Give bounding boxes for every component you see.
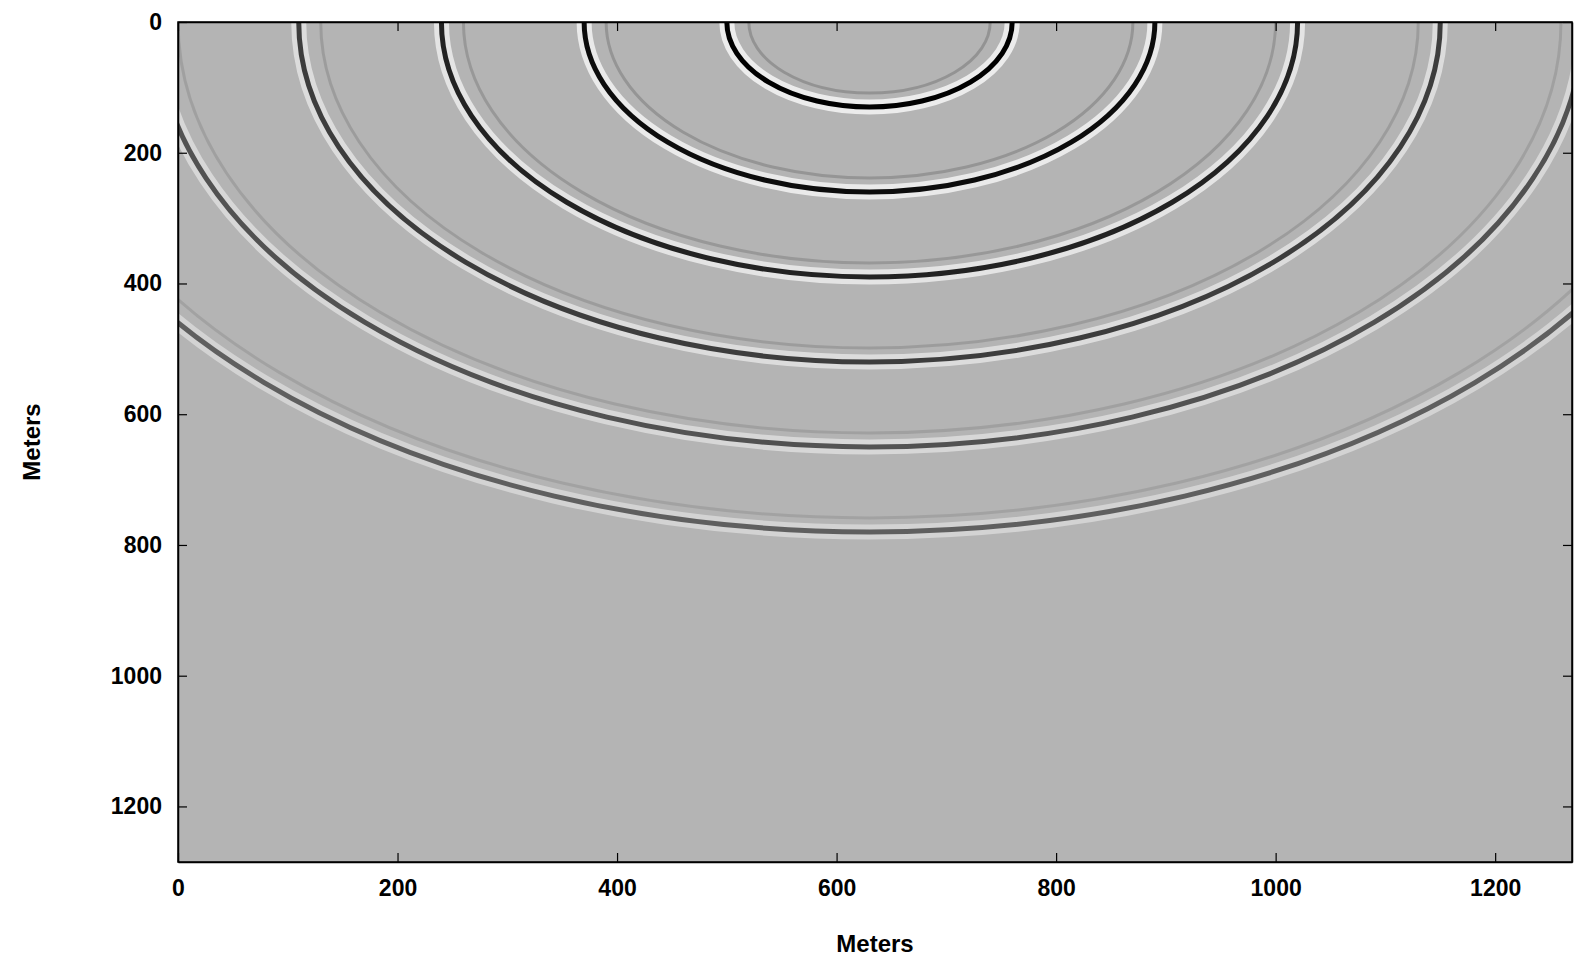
tick-label: 200 — [379, 875, 417, 901]
y-axis-title: Meters — [18, 403, 45, 480]
tick — [1495, 22, 1496, 31]
tick-mark — [1495, 853, 1496, 862]
wavefront — [299, 22, 1441, 362]
tick-label: 800 — [124, 532, 162, 558]
tick-mark — [397, 22, 398, 31]
y-axis: 0 200 400 600 800 1000 1200 — [111, 9, 187, 863]
wavefront-halo — [299, 22, 1441, 362]
wavefront-halo — [178, 22, 1572, 532]
tick-mark — [397, 853, 398, 862]
tick — [837, 22, 838, 31]
tick-mark — [617, 853, 618, 862]
tick-label: 600 — [124, 401, 162, 427]
tick: 200 — [124, 140, 187, 166]
tick: 1200 — [111, 793, 187, 819]
tick: 400 — [598, 853, 636, 901]
tick-mark — [178, 545, 187, 546]
tick-mark — [178, 153, 187, 154]
tick-label: 200 — [124, 140, 162, 166]
tick-mark — [178, 283, 187, 284]
tick: 1200 — [1470, 853, 1521, 901]
tick — [1563, 283, 1572, 284]
tick-mark — [1563, 283, 1572, 284]
wavefront — [727, 22, 1012, 107]
tick-mark — [1276, 22, 1277, 31]
tick-mark — [1563, 414, 1572, 415]
tick — [1563, 153, 1572, 154]
tick: 600 — [818, 853, 856, 901]
x-axis-top — [179, 22, 1573, 31]
tick-label: 800 — [1037, 875, 1075, 901]
tick-label: 600 — [818, 875, 856, 901]
tick — [398, 22, 399, 31]
tick-mark — [178, 806, 187, 807]
wavefront-halo — [584, 22, 1155, 192]
tick-mark — [1276, 853, 1277, 862]
tick: 600 — [124, 401, 187, 427]
chart: 0 200 400 600 800 1000 1200 0 200 400 600 800 1000 12… — [0, 0, 1587, 960]
tick — [1563, 414, 1572, 415]
tick: 1000 — [1251, 853, 1302, 901]
wavefront — [178, 22, 1572, 532]
wavefront-halo — [441, 22, 1297, 277]
tick: 400 — [124, 270, 187, 296]
wavefront-ripple — [178, 22, 1561, 433]
tick — [1563, 22, 1572, 23]
tick: 200 — [379, 853, 417, 901]
tick-mark — [1563, 676, 1572, 677]
wavefronts — [178, 22, 1572, 532]
tick-mark — [1495, 22, 1496, 31]
wavefront-ripple — [321, 22, 1419, 348]
tick: 0 — [149, 9, 187, 35]
tick-mark — [1563, 545, 1572, 546]
x-axis: 0 200 400 600 800 1000 1200 — [172, 853, 1572, 901]
tick-mark — [1056, 853, 1057, 862]
tick-mark — [178, 22, 187, 23]
wavefront — [178, 22, 1572, 447]
axis-line — [1572, 23, 1574, 863]
tick-label: 1200 — [111, 793, 162, 819]
tick-mark — [836, 853, 837, 862]
tick-label: 1000 — [1251, 875, 1302, 901]
tick-mark — [836, 22, 837, 31]
wavefront-halo — [178, 22, 1572, 447]
tick-mark — [1563, 22, 1572, 23]
tick-mark — [1056, 22, 1057, 31]
tick-mark — [178, 676, 187, 677]
axis-line — [178, 23, 180, 863]
tick — [617, 22, 618, 31]
tick-mark — [1563, 153, 1572, 154]
tick — [1563, 676, 1572, 677]
tick-mark — [178, 414, 187, 415]
plot-frame — [178, 22, 1572, 862]
tick-label: 400 — [124, 270, 162, 296]
tick: 800 — [124, 532, 187, 558]
tick: 800 — [1037, 853, 1075, 901]
tick-label: 1000 — [111, 663, 162, 689]
wavefront-ripple — [463, 22, 1275, 263]
tick — [1056, 22, 1057, 31]
tick — [1563, 806, 1572, 807]
wavefront-halo — [727, 22, 1012, 107]
tick-mark — [1563, 806, 1572, 807]
axis-line — [179, 22, 1573, 24]
tick-label: 1200 — [1470, 875, 1521, 901]
wavefront — [441, 22, 1297, 277]
tick-mark — [617, 22, 618, 31]
wavefront — [584, 22, 1155, 192]
tick-label: 0 — [172, 875, 185, 901]
y-axis-right — [1563, 23, 1573, 863]
x-axis-title: Meters — [836, 930, 913, 957]
plot: 0 200 400 600 800 1000 1200 0 200 400 600 800 1000 12… — [13, 0, 1587, 901]
tick-label: 0 — [149, 9, 162, 35]
tick — [1563, 545, 1572, 546]
tick: 1000 — [111, 663, 187, 689]
axis-line — [179, 862, 1573, 864]
tick-label: 400 — [598, 875, 636, 901]
tick — [1276, 22, 1277, 31]
